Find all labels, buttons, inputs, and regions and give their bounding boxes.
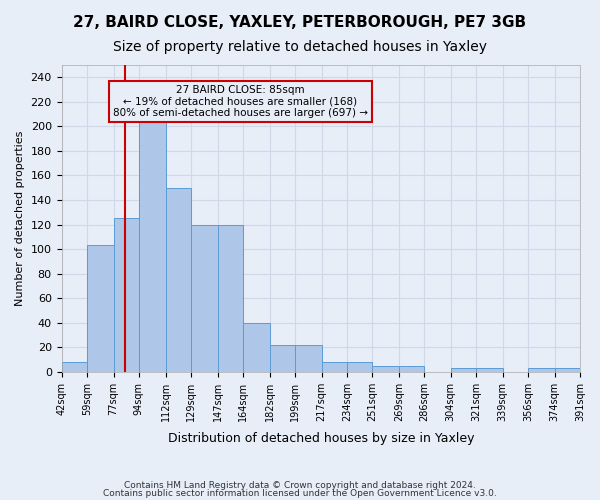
Bar <box>166 188 191 372</box>
Bar <box>269 345 295 372</box>
Bar <box>555 368 580 372</box>
Bar <box>399 366 424 372</box>
Bar <box>322 362 347 372</box>
Text: Contains public sector information licensed under the Open Government Licence v3: Contains public sector information licen… <box>103 488 497 498</box>
Bar <box>62 362 87 372</box>
Text: Contains HM Land Registry data © Crown copyright and database right 2024.: Contains HM Land Registry data © Crown c… <box>124 481 476 490</box>
Bar <box>139 100 166 372</box>
Bar <box>347 362 372 372</box>
Bar <box>451 368 476 372</box>
Bar <box>113 218 139 372</box>
Bar <box>87 246 113 372</box>
Text: 27, BAIRD CLOSE, YAXLEY, PETERBOROUGH, PE7 3GB: 27, BAIRD CLOSE, YAXLEY, PETERBOROUGH, P… <box>73 15 527 30</box>
Y-axis label: Number of detached properties: Number of detached properties <box>15 130 25 306</box>
Bar <box>372 366 399 372</box>
Bar <box>243 322 269 372</box>
X-axis label: Distribution of detached houses by size in Yaxley: Distribution of detached houses by size … <box>167 432 474 445</box>
Bar <box>528 368 555 372</box>
Bar <box>218 224 243 372</box>
Bar <box>295 345 322 372</box>
Text: Size of property relative to detached houses in Yaxley: Size of property relative to detached ho… <box>113 40 487 54</box>
Bar <box>476 368 503 372</box>
Bar <box>191 224 218 372</box>
Text: 27 BAIRD CLOSE: 85sqm
← 19% of detached houses are smaller (168)
80% of semi-det: 27 BAIRD CLOSE: 85sqm ← 19% of detached … <box>113 85 368 118</box>
